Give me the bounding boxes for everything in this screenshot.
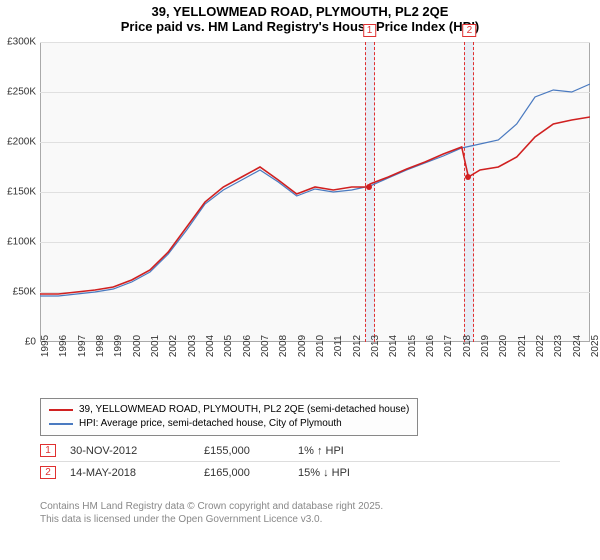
footnote-line2: This data is licensed under the Open Gov… <box>40 513 383 526</box>
x-tick-label: 2011 <box>333 335 344 357</box>
sales-table: 1 30-NOV-2012 £155,000 1% ↑ HPI 2 14-MAY-2018… <box>40 440 560 483</box>
x-tick-label: 2015 <box>407 335 418 357</box>
x-tick-label: 1998 <box>95 335 106 357</box>
legend-item: HPI: Average price, semi-detached house,… <box>49 417 409 431</box>
x-tick-label: 2017 <box>443 335 454 357</box>
legend-label: 39, YELLOWMEAD ROAD, PLYMOUTH, PL2 2QE (… <box>79 403 409 417</box>
series-hpi <box>40 84 590 296</box>
sale-date: 14-MAY-2018 <box>70 467 190 479</box>
line-plot <box>40 42 590 342</box>
y-tick-label: £300K <box>7 37 36 48</box>
x-tick-label: 2019 <box>480 335 491 357</box>
y-tick-label: £100K <box>7 237 36 248</box>
x-tick-label: 2007 <box>260 335 271 357</box>
sale-marker-label: 2 <box>463 24 477 37</box>
x-tick-label: 1999 <box>113 335 124 357</box>
x-tick-label: 1995 <box>40 335 51 357</box>
x-tick-label: 2010 <box>315 335 326 357</box>
x-tick-label: 2004 <box>205 335 216 357</box>
y-axis: £0£50K£100K£150K£200K£250K£300K <box>0 42 40 342</box>
x-tick-label: 2008 <box>278 335 289 357</box>
title-subtitle: Price paid vs. HM Land Registry's House … <box>0 19 600 34</box>
y-tick-label: £150K <box>7 187 36 198</box>
x-tick-label: 2003 <box>187 335 198 357</box>
x-tick-label: 2001 <box>150 335 161 357</box>
sale-dot <box>366 184 372 190</box>
x-tick-label: 2013 <box>370 335 381 357</box>
x-tick-label: 2009 <box>297 335 308 357</box>
sale-price: £155,000 <box>204 445 284 457</box>
x-tick-label: 2024 <box>572 335 583 357</box>
x-tick-label: 2000 <box>132 335 143 357</box>
y-tick-label: £50K <box>13 287 36 298</box>
x-tick-label: 2016 <box>425 335 436 357</box>
sale-marker-label: 1 <box>363 24 377 37</box>
x-tick-label: 1996 <box>58 335 69 357</box>
sale-date: 30-NOV-2012 <box>70 445 190 457</box>
footnote-line1: Contains HM Land Registry data © Crown c… <box>40 500 383 513</box>
sale-index: 2 <box>40 466 56 479</box>
legend-label: HPI: Average price, semi-detached house,… <box>79 417 342 431</box>
sale-row: 1 30-NOV-2012 £155,000 1% ↑ HPI <box>40 440 560 461</box>
x-tick-label: 2006 <box>242 335 253 357</box>
y-tick-label: £0 <box>25 337 36 348</box>
x-tick-label: 2002 <box>168 335 179 357</box>
chart-container: 39, YELLOWMEAD ROAD, PLYMOUTH, PL2 2QE P… <box>0 0 600 560</box>
series-property <box>40 117 590 294</box>
sale-price: £165,000 <box>204 467 284 479</box>
legend-swatch <box>49 423 73 425</box>
x-tick-label: 1997 <box>77 335 88 357</box>
x-tick-label: 2014 <box>388 335 399 357</box>
chart-area: 12 <box>40 42 590 342</box>
x-tick-label: 2021 <box>517 335 528 357</box>
legend: 39, YELLOWMEAD ROAD, PLYMOUTH, PL2 2QE (… <box>40 398 418 436</box>
sale-dot <box>465 174 471 180</box>
x-tick-label: 2022 <box>535 335 546 357</box>
sale-index: 1 <box>40 444 56 457</box>
x-tick-label: 2018 <box>462 335 473 357</box>
sale-row: 2 14-MAY-2018 £165,000 15% ↓ HPI <box>40 461 560 483</box>
x-tick-label: 2005 <box>223 335 234 357</box>
x-tick-label: 2012 <box>352 335 363 357</box>
sale-diff: 1% ↑ HPI <box>298 445 388 457</box>
sale-diff: 15% ↓ HPI <box>298 467 388 479</box>
y-tick-label: £250K <box>7 87 36 98</box>
x-tick-label: 2025 <box>590 335 600 357</box>
title-address: 39, YELLOWMEAD ROAD, PLYMOUTH, PL2 2QE <box>0 4 600 19</box>
legend-item: 39, YELLOWMEAD ROAD, PLYMOUTH, PL2 2QE (… <box>49 403 409 417</box>
legend-swatch <box>49 409 73 411</box>
x-tick-label: 2020 <box>498 335 509 357</box>
footnote: Contains HM Land Registry data © Crown c… <box>40 500 383 526</box>
y-tick-label: £200K <box>7 137 36 148</box>
title-block: 39, YELLOWMEAD ROAD, PLYMOUTH, PL2 2QE P… <box>0 0 600 34</box>
x-axis: 1995199619971998199920002001200220032004… <box>40 342 590 392</box>
x-tick-label: 2023 <box>553 335 564 357</box>
